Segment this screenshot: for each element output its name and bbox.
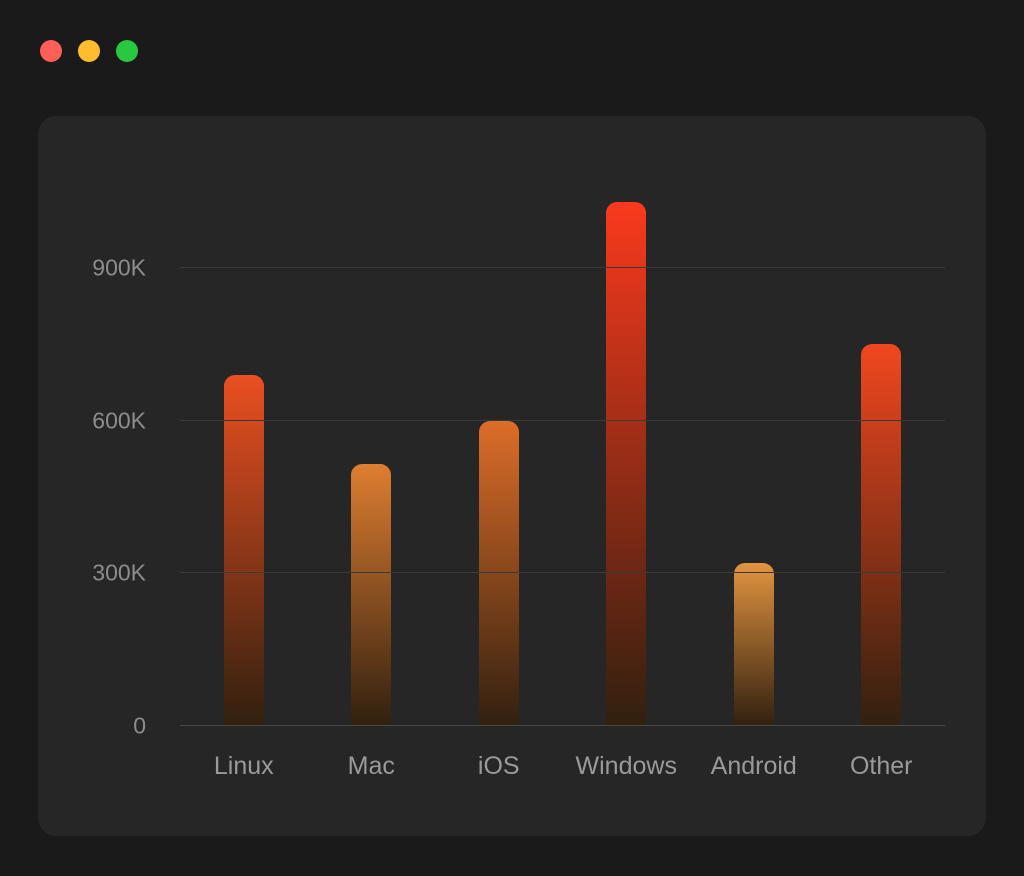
x-axis-labels: Linux Mac iOS Windows Android Other: [180, 752, 945, 781]
bar-linux: [223, 374, 264, 726]
y-tick-label: 900K: [92, 254, 146, 281]
x-label-other: Other: [849, 752, 913, 780]
bar-slot: [180, 166, 308, 726]
window-controls: [40, 40, 138, 62]
bar-slot: [308, 166, 436, 726]
x-label-mac: Mac: [347, 752, 395, 780]
y-tick-label: 300K: [92, 559, 146, 586]
plot-area: 0 300K 600K 900K: [92, 166, 945, 739]
bar-other: [861, 344, 902, 726]
gridline: [180, 266, 945, 268]
zoom-button[interactable]: [116, 40, 138, 62]
bar-slot: [818, 166, 946, 726]
y-tick-label: 600K: [92, 407, 146, 434]
x-label-ios: iOS: [477, 752, 520, 780]
bar-slot: [563, 166, 691, 726]
x-label-windows: Windows: [575, 752, 677, 780]
minimize-button[interactable]: [78, 40, 100, 62]
bar-windows: [606, 201, 647, 726]
x-label-android: Android: [710, 752, 797, 780]
gridline: [180, 419, 945, 421]
bars-container: [180, 166, 945, 726]
x-axis-baseline: [180, 725, 945, 726]
chart-panel: 0 300K 600K 900K Linux Mac iOS Windows Android O…: [38, 116, 986, 836]
bar-mac: [351, 463, 392, 726]
close-button[interactable]: [40, 40, 62, 62]
x-label-linux: Linux: [213, 752, 274, 780]
bar-slot: [435, 166, 563, 726]
bar-slot: [690, 166, 818, 726]
y-tick-label: 0: [133, 712, 146, 739]
gridline: [180, 572, 945, 574]
bar-android: [733, 563, 774, 726]
